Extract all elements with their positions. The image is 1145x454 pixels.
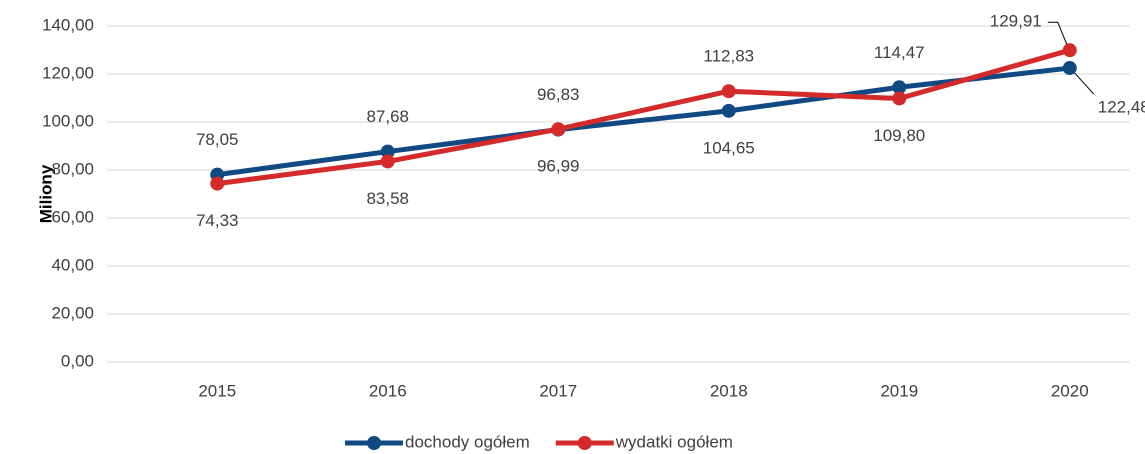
data-label: 129,91 [990,12,1042,31]
data-label: 114,47 [874,43,925,62]
data-label: 112,83 [703,47,754,66]
data-label: 122,48 [1098,98,1145,117]
x-tick-label: 2020 [1051,381,1089,400]
data-label: 78,05 [196,130,239,149]
data-label: 104,65 [703,138,755,157]
point [380,144,395,159]
series-line [216,47,1071,187]
point [892,80,907,95]
y-tick-label: 120,00 [42,63,94,82]
x-tick-label: 2017 [539,381,577,400]
point [721,103,736,118]
y-tick-label: 140,00 [42,15,94,34]
y-tick-label: 60,00 [51,207,94,226]
legend-label: dochody ogółem [405,432,530,451]
series-line [216,65,1071,178]
data-label: 109,80 [873,126,925,145]
y-tick-label: 20,00 [51,303,94,322]
y-tick-label: 80,00 [51,159,94,178]
data-label: 96,83 [537,85,580,104]
y-tick-label: 40,00 [51,255,94,274]
point [380,154,395,169]
y-tick-label: 100,00 [42,111,94,130]
legend-label: wydatki ogółem [615,432,733,451]
x-tick-label: 2018 [710,381,748,400]
x-tick-label: 2016 [369,381,407,400]
legend-marker [577,436,592,450]
point [721,84,736,99]
leader-line [1047,21,1068,45]
x-tick-label: 2015 [198,381,236,400]
point [892,91,907,106]
data-label: 83,58 [366,189,409,208]
y-tick-label: 0,00 [61,351,94,370]
data-label: 87,68 [366,107,409,126]
data-label: 74,33 [196,211,239,230]
point [551,122,566,137]
y-axis-label: Miliony [36,164,55,223]
leader-line [1074,72,1095,95]
point [1062,61,1077,76]
legend-marker [367,436,381,450]
point [1062,43,1077,58]
x-tick-label: 2019 [880,381,918,400]
point [210,176,225,191]
data-label: 96,99 [537,157,580,176]
